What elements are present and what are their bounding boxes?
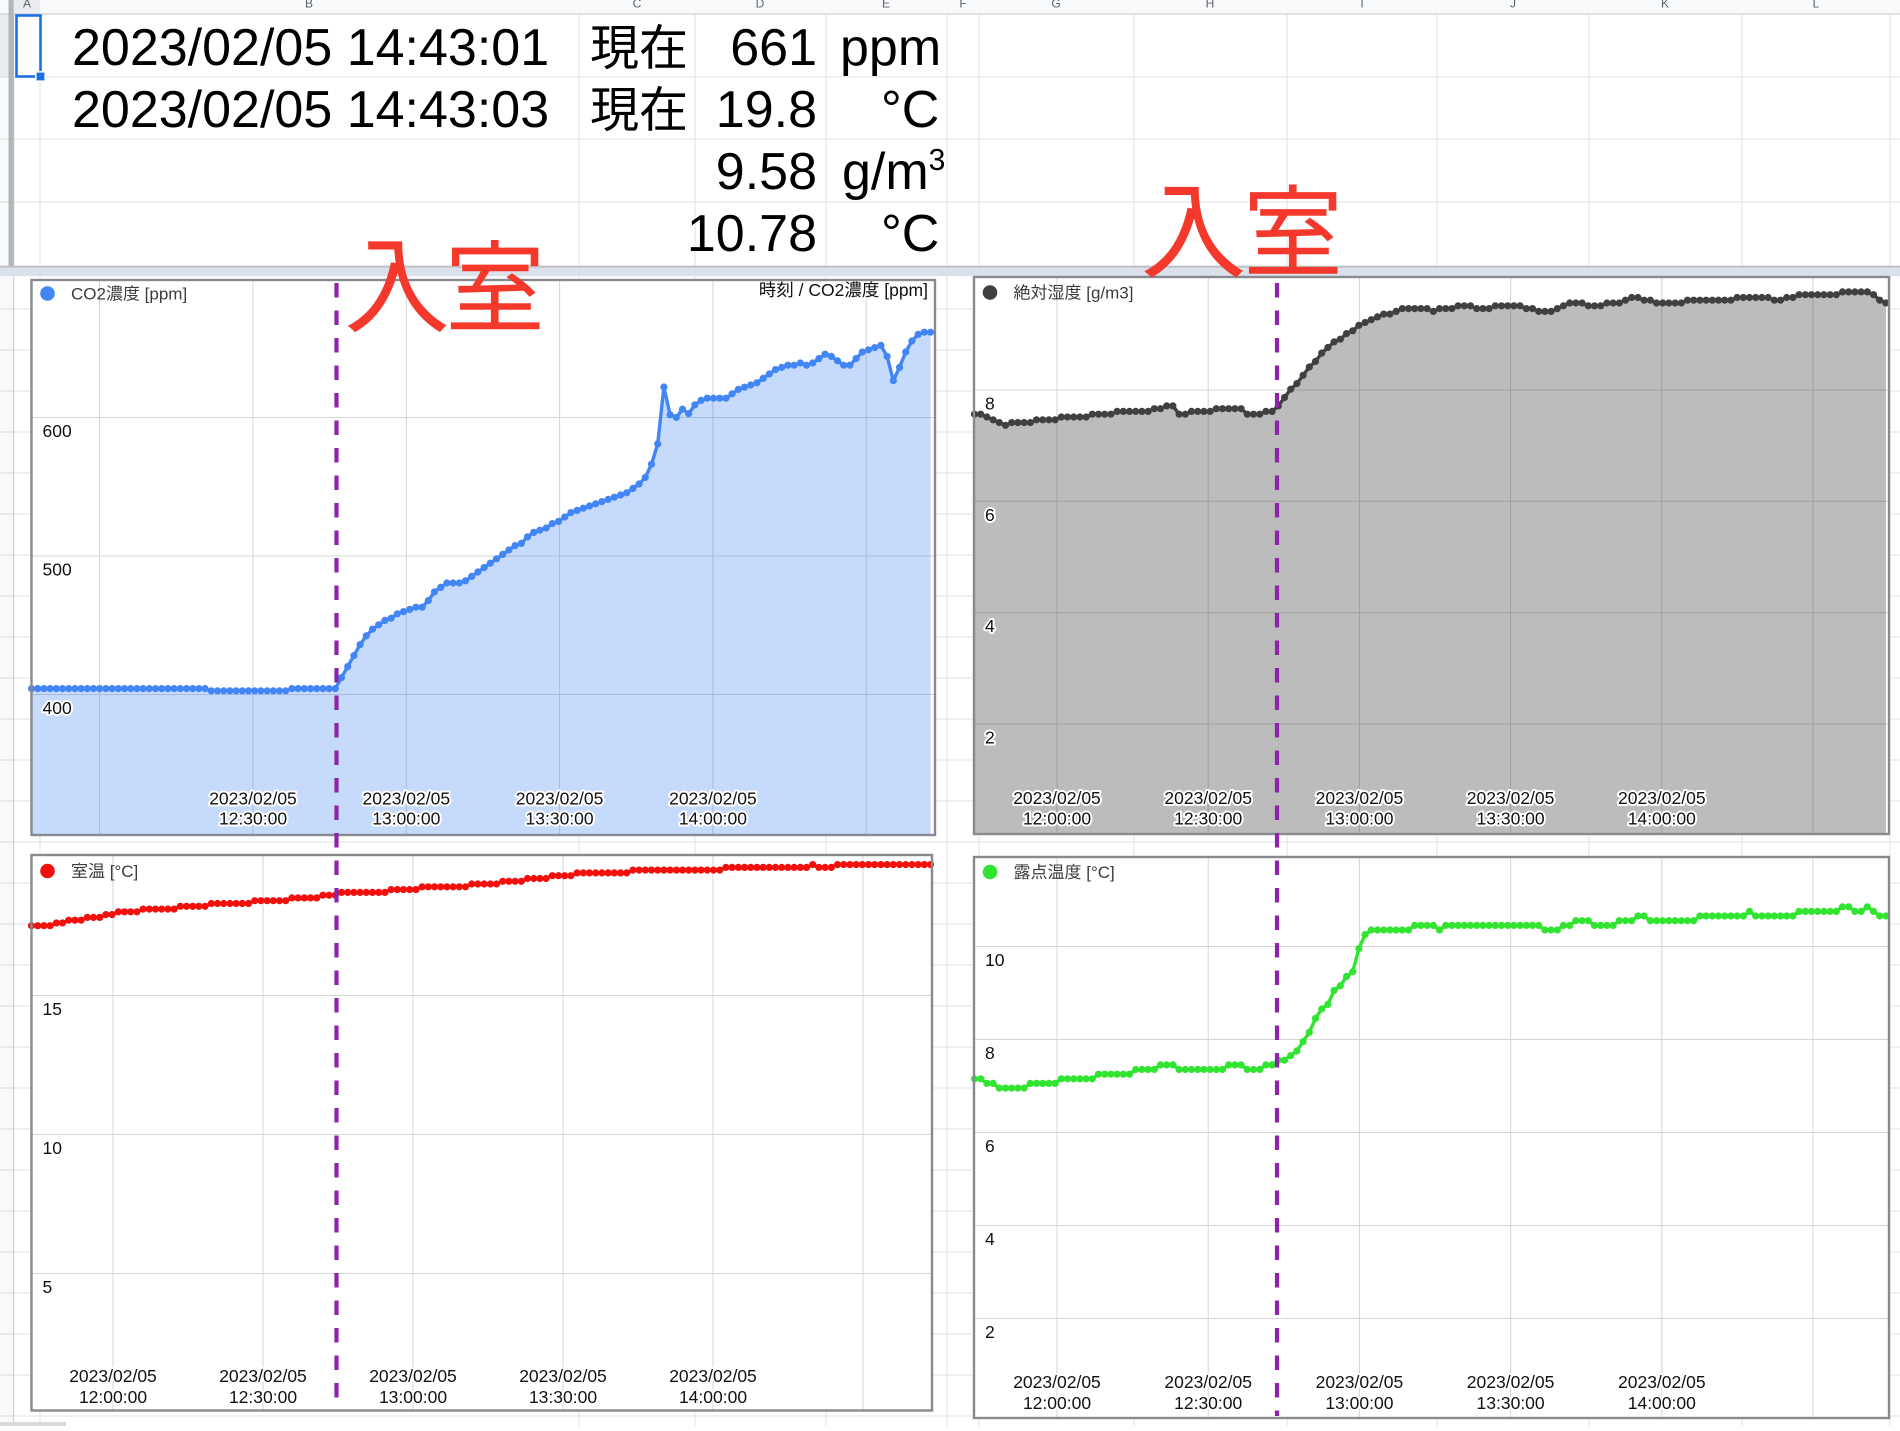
- svg-text:2023/02/05 14:43:01: 2023/02/05 14:43:01: [72, 19, 549, 77]
- svg-text:[ppm]: [ppm]: [140, 285, 187, 304]
- svg-text:2023/02/05: 2023/02/05: [1013, 788, 1101, 808]
- svg-text:12:30:00: 12:30:00: [229, 1387, 297, 1407]
- svg-text:2023/02/05: 2023/02/05: [1164, 788, 1252, 808]
- svg-text:/ CO2: / CO2: [794, 280, 845, 300]
- svg-text:6: 6: [985, 1136, 995, 1156]
- svg-text:13:00:00: 13:00:00: [1325, 1393, 1393, 1413]
- svg-text:B: B: [305, 0, 313, 11]
- svg-text:L: L: [1813, 0, 1820, 11]
- svg-text:2: 2: [985, 1322, 995, 1342]
- svg-text:[°C]: [°C]: [105, 862, 138, 881]
- svg-text:2023/02/05: 2023/02/05: [1618, 788, 1706, 808]
- svg-text:[°C]: [°C]: [1082, 863, 1115, 882]
- svg-text:°C: °C: [881, 81, 939, 139]
- svg-text:2023/02/05: 2023/02/05: [1164, 1372, 1252, 1392]
- svg-text:10: 10: [43, 1138, 63, 1158]
- svg-text:14:00:00: 14:00:00: [1628, 1393, 1696, 1413]
- svg-text:D: D: [756, 0, 765, 11]
- svg-text:13:00:00: 13:00:00: [1325, 809, 1393, 829]
- svg-text:13:00:00: 13:00:00: [379, 1387, 447, 1407]
- svg-text:[ppm]: [ppm]: [879, 280, 928, 300]
- svg-text:400: 400: [43, 698, 72, 718]
- svg-text:12:00:00: 12:00:00: [1023, 1393, 1091, 1413]
- svg-text:5: 5: [43, 1277, 53, 1297]
- svg-text:2023/02/05: 2023/02/05: [519, 1366, 607, 1386]
- svg-text:12:00:00: 12:00:00: [1023, 809, 1091, 829]
- svg-text:2023/02/05: 2023/02/05: [1316, 1372, 1404, 1392]
- svg-text:g/m: g/m: [842, 143, 929, 201]
- svg-text:ppm: ppm: [840, 19, 941, 77]
- svg-text:12:30:00: 12:30:00: [1174, 809, 1242, 829]
- svg-text:2023/02/05: 2023/02/05: [669, 789, 757, 809]
- svg-text:2023/02/05: 2023/02/05: [69, 1366, 157, 1386]
- svg-text:500: 500: [43, 560, 72, 580]
- svg-text:12:00:00: 12:00:00: [79, 1387, 147, 1407]
- svg-text:2023/02/05: 2023/02/05: [1316, 788, 1404, 808]
- svg-text:C: C: [633, 0, 642, 11]
- svg-text:4: 4: [985, 1229, 995, 1249]
- svg-text:2023/02/05: 2023/02/05: [209, 789, 297, 809]
- svg-text:2023/02/05: 2023/02/05: [363, 789, 451, 809]
- svg-text:8: 8: [985, 1043, 995, 1063]
- svg-text:19.8: 19.8: [716, 81, 817, 139]
- svg-text:13:30:00: 13:30:00: [1477, 1393, 1545, 1413]
- svg-text:13:30:00: 13:30:00: [526, 809, 594, 829]
- svg-text:2023/02/05: 2023/02/05: [669, 1366, 757, 1386]
- svg-text:12:30:00: 12:30:00: [1174, 1393, 1242, 1413]
- svg-text:14:00:00: 14:00:00: [1628, 809, 1696, 829]
- svg-text:12:30:00: 12:30:00: [219, 809, 287, 829]
- svg-text:2023/02/05: 2023/02/05: [369, 1366, 457, 1386]
- svg-text:4: 4: [985, 616, 995, 636]
- svg-text:G: G: [1051, 0, 1060, 11]
- svg-text:2023/02/05: 2023/02/05: [1618, 1372, 1706, 1392]
- svg-text:2023/02/05: 2023/02/05: [1013, 1372, 1101, 1392]
- svg-text:K: K: [1661, 0, 1669, 11]
- svg-text:13:00:00: 13:00:00: [372, 809, 440, 829]
- svg-text:14:00:00: 14:00:00: [679, 1387, 747, 1407]
- svg-text:6: 6: [985, 505, 995, 525]
- svg-text:I: I: [1360, 0, 1363, 11]
- svg-text:A: A: [23, 0, 31, 11]
- svg-text:2023/02/05 14:43:03: 2023/02/05 14:43:03: [72, 81, 549, 139]
- svg-text:F: F: [959, 0, 966, 11]
- svg-text:661: 661: [730, 19, 817, 77]
- svg-text:2023/02/05: 2023/02/05: [1467, 1372, 1555, 1392]
- svg-text:2: 2: [985, 728, 995, 748]
- svg-text:J: J: [1510, 0, 1516, 11]
- svg-text:15: 15: [43, 999, 62, 1019]
- svg-text:CO2: CO2: [71, 285, 106, 304]
- svg-text:13:30:00: 13:30:00: [529, 1387, 597, 1407]
- svg-text:600: 600: [43, 421, 72, 441]
- svg-text:14:00:00: 14:00:00: [679, 809, 747, 829]
- svg-text:[g/m3]: [g/m3]: [1082, 284, 1134, 303]
- svg-text:H: H: [1206, 0, 1215, 11]
- svg-text:2023/02/05: 2023/02/05: [1467, 788, 1555, 808]
- svg-text:13:30:00: 13:30:00: [1477, 809, 1545, 829]
- svg-text:°C: °C: [881, 205, 939, 263]
- svg-text:E: E: [882, 0, 890, 11]
- svg-text:10.78: 10.78: [687, 205, 817, 263]
- svg-text:2023/02/05: 2023/02/05: [219, 1366, 307, 1386]
- svg-text:2023/02/05: 2023/02/05: [516, 789, 604, 809]
- svg-text:9.58: 9.58: [716, 143, 817, 201]
- svg-text:3: 3: [929, 144, 946, 177]
- svg-text:10: 10: [985, 950, 1005, 970]
- svg-text:8: 8: [985, 394, 995, 414]
